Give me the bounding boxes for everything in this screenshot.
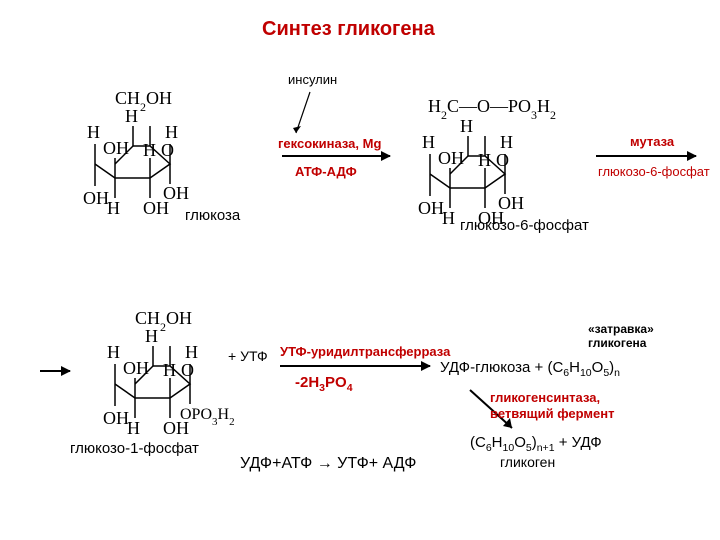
svg-text:OH: OH <box>438 148 464 168</box>
primer-label: «затравка»гликогена <box>588 322 654 350</box>
svg-text:OH: OH <box>123 358 149 378</box>
svg-text:CH2OH: CH2OH <box>135 308 192 334</box>
svg-text:H: H <box>107 198 120 218</box>
svg-text:H: H <box>163 360 176 380</box>
svg-text:H: H <box>185 342 198 362</box>
svg-text:H: H <box>87 122 100 142</box>
svg-text:O: O <box>496 150 509 170</box>
utp-transferase-label: УТФ-уридилтрансферраза <box>280 344 450 359</box>
svg-text:H: H <box>442 208 455 228</box>
svg-text:OH: OH <box>103 408 129 428</box>
svg-text:OH: OH <box>163 183 189 203</box>
product-label: (С6H10O5)n+1 + УДФ <box>470 434 602 454</box>
svg-text:H2C—O—PO3H2: H2C—O—PO3H2 <box>428 96 556 122</box>
mutase-label: мутаза <box>630 134 674 149</box>
svg-text:OH: OH <box>498 193 524 213</box>
g1p-structure-icon: H OH H OH OH H H OPO3H2 O H CH2OH <box>75 306 275 451</box>
g6p-structure-icon: H OH H OH OH H H OH O H H2C—O—PO3H2 <box>390 86 610 241</box>
svg-text:H: H <box>460 116 473 136</box>
svg-text:OH: OH <box>83 188 109 208</box>
udp-atp-label: УДФ+АТФ → УТФ+ АДФ <box>240 455 416 473</box>
svg-text:O: O <box>181 360 194 380</box>
svg-text:H: H <box>500 132 513 152</box>
minus-2h3po4-label: -2H3PO4 <box>295 374 353 394</box>
insulin-label: инсулин <box>288 72 337 87</box>
svg-text:H: H <box>422 132 435 152</box>
hexokinase-label: гексокиназа, Mg <box>278 136 381 151</box>
svg-text:OH: OH <box>103 138 129 158</box>
svg-text:H: H <box>127 418 140 438</box>
glucose-structure-icon: H OH H OH OH H H OH O H CH2OH <box>55 86 235 231</box>
svg-text:O: O <box>161 140 174 160</box>
svg-text:OH: OH <box>418 198 444 218</box>
glyc-synthase-label: гликогенсинтаза,ветвящий фермент <box>490 390 614 421</box>
svg-text:H: H <box>165 122 178 142</box>
svg-text:H: H <box>125 106 138 126</box>
g6p-red-label: глюкозо-6-фосфат <box>598 164 710 179</box>
atp-adp-label: АТФ-АДФ <box>295 164 357 179</box>
svg-text:H: H <box>143 140 156 160</box>
svg-text:H: H <box>145 326 158 346</box>
svg-text:H: H <box>107 342 120 362</box>
glycogen-label: гликоген <box>500 454 555 470</box>
svg-text:H: H <box>478 150 491 170</box>
udp-glucose-label: УДФ-глюкоза + (С6H10O5)n <box>440 359 620 379</box>
svg-text:CH2OH: CH2OH <box>115 88 172 114</box>
